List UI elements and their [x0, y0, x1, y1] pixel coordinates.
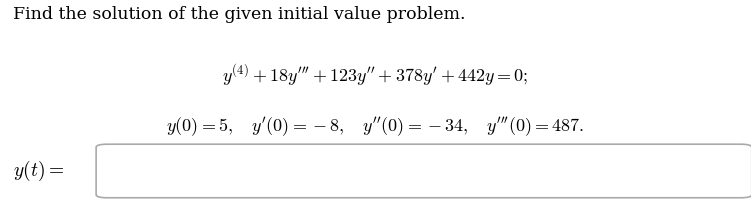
Text: Find the solution of the given initial value problem.: Find the solution of the given initial v… — [13, 6, 466, 23]
Text: $y^{(4)} + 18y^{\prime\prime\prime} + 123y^{\prime\prime} + 378y^{\prime} + 442y: $y^{(4)} + 18y^{\prime\prime\prime} + 12… — [222, 62, 529, 88]
Text: $y(t) =$: $y(t) =$ — [13, 159, 64, 183]
FancyBboxPatch shape — [96, 144, 751, 198]
Text: $y(0) = 5, \quad y^{\prime}(0) = -8, \quad y^{\prime\prime}(0) = -34, \quad y^{\: $y(0) = 5, \quad y^{\prime}(0) = -8, \qu… — [167, 115, 584, 139]
